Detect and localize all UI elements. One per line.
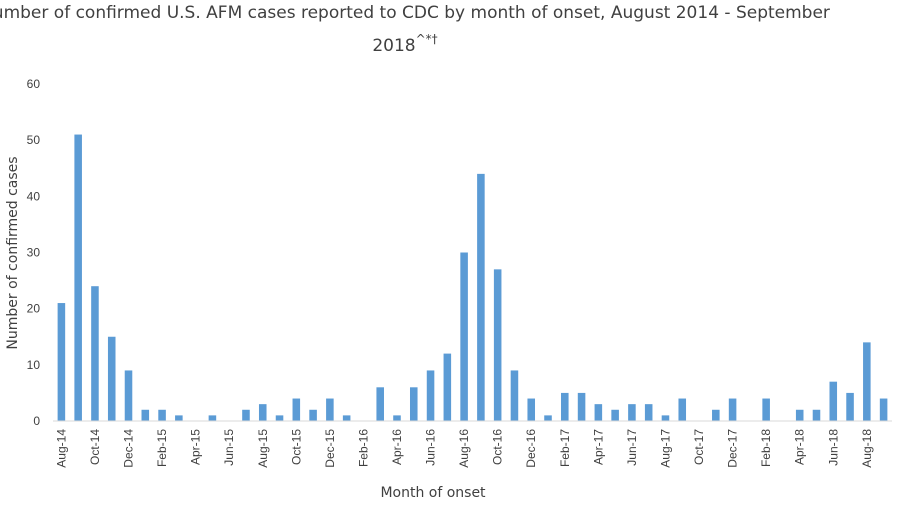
- x-tick-label: Feb-18: [759, 429, 773, 467]
- x-tick-label: Oct-15: [289, 429, 303, 465]
- bar: [544, 415, 552, 421]
- x-tick-label: Dec-16: [524, 429, 538, 468]
- bar: [326, 398, 334, 421]
- bar: [477, 173, 485, 421]
- x-tick-label: Aug-14: [54, 429, 68, 468]
- bar: [712, 409, 720, 421]
- bar: [275, 415, 284, 421]
- x-tick-label: Jun-17: [625, 429, 639, 466]
- bar: [527, 398, 536, 421]
- x-tick-label: Apr-15: [189, 429, 203, 465]
- bar: [661, 415, 670, 421]
- bar: [795, 409, 804, 421]
- x-tick-label: Jun-18: [826, 429, 840, 466]
- bar: [561, 392, 569, 421]
- x-tick-label: Aug-17: [658, 429, 672, 468]
- bar: [611, 409, 619, 421]
- bar: [510, 370, 519, 421]
- x-tick-label: Dec-15: [323, 429, 337, 468]
- x-tick-label: Feb-15: [155, 429, 169, 467]
- x-tick-label: Aug-15: [256, 429, 270, 468]
- x-tick-label: Dec-17: [726, 429, 740, 468]
- bar: [376, 387, 384, 421]
- bar: [762, 398, 770, 421]
- x-tick-label: Apr-18: [793, 429, 807, 465]
- y-tick-label: 20: [27, 302, 41, 316]
- bar: [57, 303, 66, 421]
- y-axis-title: Number of confirmed cases: [5, 156, 21, 349]
- x-tick-label: Oct-16: [491, 429, 505, 465]
- y-tick-label: 50: [27, 133, 41, 147]
- y-tick-label: 10: [27, 358, 41, 372]
- bar: [309, 409, 317, 421]
- bar: [594, 404, 603, 421]
- x-tick-label: Feb-16: [356, 429, 370, 467]
- chart-title-line-2: 2018^*†: [372, 32, 437, 56]
- bar: [644, 404, 653, 421]
- chart-title-superscript: ^*†: [416, 32, 438, 46]
- bar: [409, 387, 418, 421]
- y-tick-label: 60: [27, 77, 41, 91]
- bars: [57, 134, 888, 422]
- bar: [879, 398, 888, 421]
- bar: [577, 392, 586, 421]
- x-tick-label: Aug-18: [860, 429, 874, 468]
- bar: [863, 342, 871, 421]
- bar: [443, 353, 452, 421]
- bar: [628, 404, 636, 421]
- x-tick-label: Aug-16: [457, 429, 471, 468]
- x-tick-label: Apr-16: [390, 429, 404, 465]
- bar: [829, 381, 838, 421]
- x-tick-label: Feb-17: [558, 429, 572, 467]
- bar: [91, 286, 99, 421]
- bar: [393, 415, 401, 421]
- y-axis-ticks: 0 10 20 30 40 50 60: [27, 77, 41, 428]
- x-tick-label: Oct-14: [88, 429, 102, 465]
- chart-title-line-1: Number of confirmed U.S. AFM cases repor…: [0, 3, 830, 23]
- y-tick-label: 40: [27, 189, 41, 203]
- x-tick-label: Jun-15: [222, 429, 236, 466]
- bar: [342, 415, 351, 421]
- bar: [728, 398, 737, 421]
- x-tick-label: Dec-14: [122, 429, 136, 468]
- x-tick-label: Oct-17: [692, 429, 706, 465]
- bar: [846, 392, 854, 421]
- x-axis-title: Month of onset: [380, 485, 486, 501]
- bar: [493, 269, 502, 421]
- bar: [141, 409, 150, 421]
- x-tick-label: Apr-17: [591, 429, 605, 465]
- bar: [107, 336, 116, 421]
- bar: [678, 398, 687, 421]
- bar: [158, 409, 166, 421]
- y-tick-label: 0: [33, 414, 40, 428]
- bar: [124, 370, 133, 421]
- bar: [812, 409, 821, 421]
- bar: [175, 415, 183, 421]
- bar: [242, 409, 250, 421]
- bar: [460, 252, 468, 421]
- bar: [426, 370, 435, 421]
- bar: [208, 415, 217, 421]
- x-tick-label: Jun-16: [424, 429, 438, 466]
- x-axis-ticks: Aug-14 Oct-14 Dec-14 Feb-15 Apr-15 Jun-15 Aug-…: [54, 429, 873, 468]
- bar: [292, 398, 301, 421]
- bar: [74, 134, 82, 422]
- y-tick-label: 30: [27, 246, 41, 260]
- bar: [258, 404, 267, 421]
- chart-title-year: 2018: [372, 36, 415, 56]
